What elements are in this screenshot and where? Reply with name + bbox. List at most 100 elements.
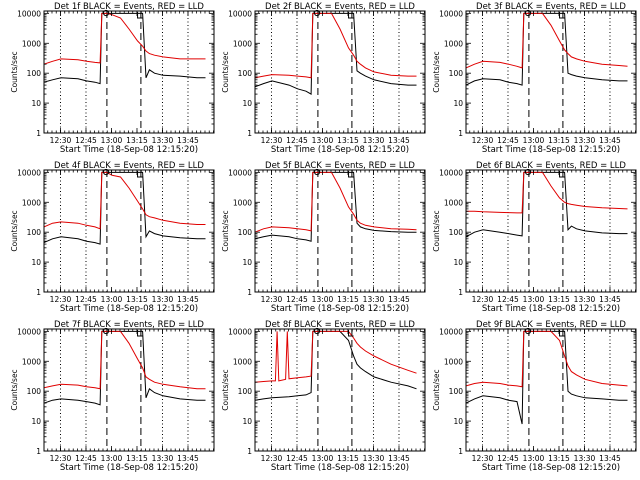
x-tick-label: 13:15	[126, 454, 148, 463]
y-tick-label: 100	[449, 387, 464, 396]
x-tick-label: 13:00	[101, 136, 123, 145]
y-tick-label: 1000	[444, 198, 463, 207]
x-axis-label: Start Time (18-Sep-08 12:15:20)	[60, 304, 198, 314]
panel-title: Det 7f BLACK = Events, RED = LLD	[54, 320, 204, 330]
end-marker	[348, 171, 354, 178]
x-tick-label: 13:45	[177, 295, 199, 304]
x-axis-label: Start Time (18-Sep-08 12:15:20)	[271, 463, 409, 473]
x-tick-label: 13:15	[337, 295, 359, 304]
y-tick-label: 1000	[444, 357, 463, 366]
y-axis-label: Counts/sec	[221, 369, 230, 410]
end-marker	[137, 330, 143, 337]
y-tick-label: 1	[36, 288, 41, 297]
x-axis-label: Start Time (18-Sep-08 12:15:20)	[482, 145, 620, 155]
series-lld	[44, 330, 206, 390]
y-axis-label: Counts/sec	[432, 210, 441, 251]
y-tick-label: 10	[242, 258, 252, 267]
x-tick-label: 12:30	[472, 295, 494, 304]
x-tick-label: 12:45	[497, 295, 519, 304]
x-tick-label: 13:30	[363, 136, 385, 145]
series-lld	[466, 171, 628, 214]
y-axis-label: Counts/sec	[221, 51, 230, 92]
x-tick-label: 12:30	[261, 454, 283, 463]
series-lld	[255, 171, 417, 233]
panel-title: Det 1f BLACK = Events, RED = LLD	[54, 2, 204, 12]
y-tick-label: 1000	[22, 39, 41, 48]
series-lld	[466, 330, 628, 388]
y-axis-label: Counts/sec	[10, 210, 19, 251]
series-events	[255, 12, 417, 95]
series-events	[44, 171, 206, 245]
panel-title: Det 8f BLACK = Events, RED = LLD	[265, 320, 415, 330]
x-axis-label: Start Time (18-Sep-08 12:15:20)	[271, 145, 409, 155]
x-axis-label: Start Time (18-Sep-08 12:15:20)	[60, 463, 198, 473]
plot-frame	[465, 328, 637, 452]
y-axis-label: Counts/sec	[10, 51, 19, 92]
y-axis-label: Counts/sec	[432, 51, 441, 92]
x-tick-label: 13:00	[523, 454, 545, 463]
panel-title: Det 3f BLACK = Events, RED = LLD	[476, 2, 626, 12]
plot-frame	[254, 169, 426, 293]
plot-frame	[465, 169, 637, 293]
plot-frame	[43, 169, 215, 293]
x-tick-label: 12:30	[261, 136, 283, 145]
x-tick-label: 13:15	[126, 136, 148, 145]
series-lld	[255, 12, 417, 79]
x-tick-label: 13:15	[337, 136, 359, 145]
panel-title: Det 2f BLACK = Events, RED = LLD	[265, 2, 415, 12]
start-marker	[102, 9, 110, 17]
start-marker	[102, 168, 110, 176]
plot-frame	[254, 10, 426, 134]
y-tick-label: 100	[238, 387, 253, 396]
y-tick-label: 1	[247, 447, 252, 456]
series-lld	[44, 12, 206, 65]
y-tick-label: 10000	[228, 327, 252, 336]
series-events	[466, 12, 628, 86]
start-marker	[313, 168, 321, 176]
start-marker	[524, 327, 532, 335]
y-tick-label: 10	[242, 99, 252, 108]
panel-det-3: Det 3f BLACK = Events, RED = LLD 1 10 100 10…	[432, 2, 637, 155]
x-tick-label: 13:45	[599, 136, 621, 145]
x-tick-label: 13:15	[126, 295, 148, 304]
y-tick-label: 100	[27, 228, 42, 237]
end-marker	[559, 12, 565, 19]
x-tick-label: 13:30	[574, 454, 596, 463]
y-tick-label: 100	[449, 228, 464, 237]
x-tick-label: 13:00	[312, 295, 334, 304]
y-tick-label: 1000	[22, 357, 41, 366]
y-tick-label: 1	[247, 129, 252, 138]
panel-det-2: Det 2f BLACK = Events, RED = LLD 1 10 100 10…	[221, 2, 426, 155]
x-tick-label: 13:00	[101, 454, 123, 463]
y-tick-label: 1000	[233, 39, 252, 48]
y-tick-label: 10	[31, 258, 41, 267]
panel-det-1: Det 1f BLACK = Events, RED = LLD 1 10 100 10…	[10, 2, 215, 155]
series-lld	[44, 171, 206, 230]
end-marker	[559, 171, 565, 178]
y-tick-label: 1000	[22, 198, 41, 207]
y-tick-label: 100	[27, 69, 42, 78]
end-marker	[348, 12, 354, 19]
x-tick-label: 13:00	[312, 136, 334, 145]
y-tick-label: 10	[453, 258, 463, 267]
start-marker	[313, 9, 321, 17]
x-tick-label: 13:00	[312, 454, 334, 463]
x-tick-label: 13:30	[152, 295, 174, 304]
y-tick-label: 10000	[439, 168, 463, 177]
panel-title: Det 6f BLACK = Events, RED = LLD	[476, 161, 626, 171]
end-marker	[137, 12, 143, 19]
x-tick-label: 13:30	[574, 295, 596, 304]
x-tick-label: 13:00	[523, 136, 545, 145]
y-tick-label: 10000	[17, 327, 41, 336]
x-tick-label: 13:15	[337, 454, 359, 463]
end-marker	[559, 330, 565, 337]
y-tick-label: 10000	[439, 327, 463, 336]
x-tick-label: 13:45	[177, 136, 199, 145]
x-tick-label: 13:00	[523, 295, 545, 304]
y-tick-label: 10	[242, 417, 252, 426]
y-tick-label: 100	[27, 387, 42, 396]
x-tick-label: 12:30	[50, 136, 72, 145]
x-tick-label: 12:45	[75, 295, 97, 304]
